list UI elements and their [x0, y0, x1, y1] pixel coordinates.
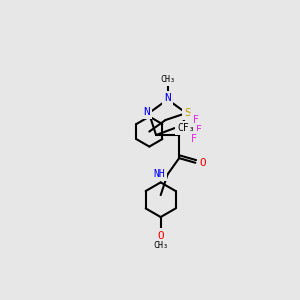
- Text: O: O: [199, 158, 206, 168]
- Text: CH₃: CH₃: [160, 75, 175, 84]
- Text: N: N: [143, 107, 150, 117]
- Text: NH: NH: [154, 169, 165, 179]
- Text: F: F: [191, 134, 197, 143]
- Text: O: O: [157, 230, 164, 241]
- Text: CH₃: CH₃: [153, 242, 168, 250]
- Text: F: F: [192, 115, 198, 125]
- Text: N: N: [164, 93, 171, 103]
- Text: S: S: [184, 108, 191, 118]
- Text: F: F: [196, 125, 202, 135]
- Text: CF₃: CF₃: [177, 123, 195, 133]
